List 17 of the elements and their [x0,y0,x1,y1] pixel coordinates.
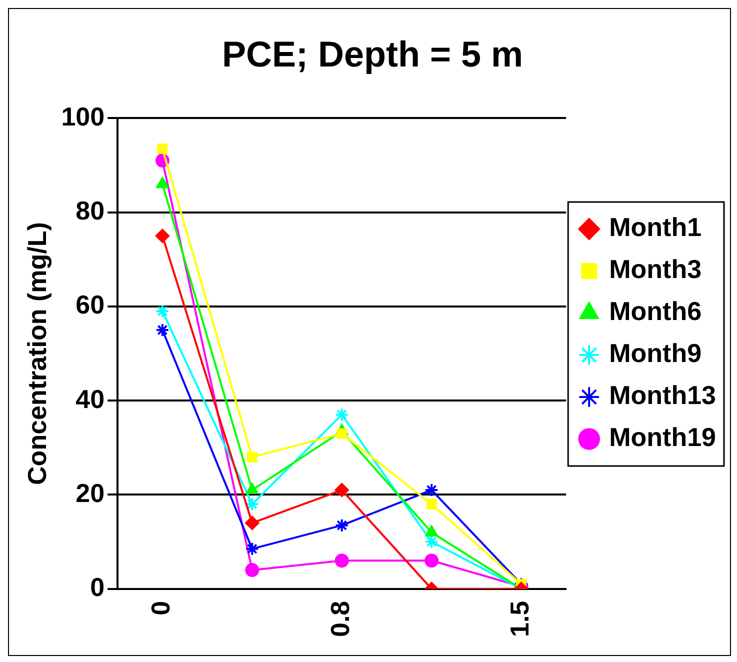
y-tick-label: 0 [90,572,105,602]
legend-label: Month13 [609,380,716,410]
y-tick-label: 60 [76,290,105,320]
x-tick-label: 1.5 [504,600,534,638]
legend-label: Month19 [609,422,716,452]
legend-label: Month9 [609,338,702,368]
y-axis-title: Concentration (mg/L) [22,222,52,485]
y-tick-label: 20 [76,478,105,508]
y-tick-label: 40 [76,384,105,414]
x-tick-label: 0 [146,600,176,616]
chart-title: PCE; Depth = 5 m [222,34,524,75]
legend-label: Month3 [609,254,702,284]
legend-label: Month6 [609,296,702,326]
x-tick-label: 0.8 [325,600,356,638]
y-tick-label: 80 [76,196,105,226]
legend-label: Month1 [609,212,702,242]
y-tick-label: 100 [61,101,105,132]
